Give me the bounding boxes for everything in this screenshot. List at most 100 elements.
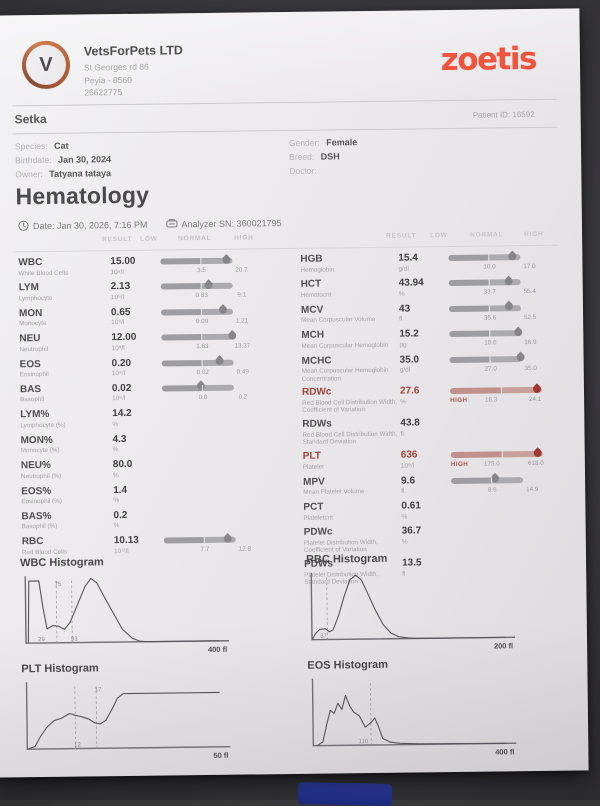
- param-desc: Mean Corpuscular Volume: [301, 316, 397, 325]
- range-high: 0.49: [230, 368, 256, 375]
- range-bar: 0.02 0.49: [162, 356, 278, 378]
- range-high: 24.1: [522, 396, 548, 403]
- table-row: MCH Mean Corpuscular Hemoglobin 15.2 pg …: [301, 327, 563, 351]
- param-code: RDWs: [302, 418, 398, 430]
- detail-label: Species:: [15, 141, 48, 151]
- range-labels: 33.7 55.4: [449, 288, 563, 298]
- param-unit: %: [402, 538, 442, 545]
- table-row: RDWc Red Blood Cell Distribution Width, …: [302, 384, 564, 415]
- param-name-cell: EOS Eosinophil: [20, 358, 110, 379]
- param-result-cell: 27.6 %: [400, 386, 440, 406]
- param-desc: Eosinophil (%): [21, 497, 111, 506]
- histogram-title: WBC Histogram: [20, 554, 290, 569]
- param-result: 2.13: [111, 281, 151, 292]
- range-bar-track: [451, 451, 543, 458]
- param-unit: 10⁹/l: [112, 395, 152, 402]
- table-row: MCV Mean Corpuscular Volume 43 fl 35.6 5…: [301, 301, 563, 325]
- param-result-cell: 43.8 fl: [400, 417, 440, 437]
- range-low: 0.83: [191, 292, 213, 299]
- results-column-left: WBC White Blood Cells 15.00 10⁹/l 3.5 20…: [18, 254, 284, 562]
- svg-text:110: 110: [359, 739, 369, 745]
- patient-detail: Doctor:: [289, 165, 357, 180]
- range-high: 20.7: [228, 266, 254, 273]
- range-bar-track: [450, 356, 522, 363]
- range-labels: 35.6 52.5: [449, 313, 563, 323]
- param-code: BAS: [20, 383, 110, 395]
- param-unit: pg: [399, 341, 439, 348]
- param-code: BAS%: [21, 510, 111, 522]
- param-result: 0.61: [401, 500, 441, 511]
- range-bar-track: [448, 254, 520, 261]
- param-code: LYM%: [20, 409, 110, 421]
- param-desc: Monocyte (%): [21, 446, 111, 455]
- table-row: LYM Lymphocyte 2.13 10⁹/l 0.83 9.1: [19, 279, 281, 303]
- value-marker-icon: [203, 279, 214, 290]
- param-result: 43.8: [400, 417, 440, 428]
- patient-detail: Birthdate: Jan 30, 2024: [15, 154, 111, 169]
- param-result: 15.00: [110, 256, 150, 267]
- range-bar-track: [450, 387, 542, 394]
- range-labels: 0.09 1.21: [161, 317, 277, 327]
- table-row: BAS Basophil 0.02 10⁹/l 0.0 0.2: [20, 381, 282, 405]
- param-name-cell: MON% Monocyte (%): [20, 434, 110, 455]
- range-bar: 8.6 14.9: [451, 473, 565, 495]
- detail-label: Birthdate:: [15, 155, 52, 165]
- range-bar: 0.83 9.1: [161, 280, 277, 302]
- table-row: WBC White Blood Cells 15.00 10⁹/l 3.5 20…: [18, 254, 280, 278]
- range-labels: 10.0 16.9: [449, 339, 563, 349]
- param-result-cell: 35.0 g/dl: [400, 354, 440, 374]
- param-unit: 10⁹/l: [401, 462, 441, 469]
- param-result: 12.00: [111, 332, 151, 343]
- range-labels: 0.0 0.2: [162, 393, 278, 403]
- table-row: MCHC Mean Corpuscular Hemoglobin Concent…: [302, 352, 564, 383]
- range-labels: 8.6 14.9: [451, 485, 565, 495]
- param-result-cell: 43.94 %: [399, 278, 439, 298]
- param-result: 43: [399, 303, 439, 314]
- param-code: HCT: [301, 278, 397, 290]
- param-name-cell: HCT Hematocrit: [301, 278, 397, 299]
- param-unit: %: [113, 446, 153, 453]
- value-marker-icon: [218, 304, 229, 315]
- param-result-cell: 9.6 fl: [401, 475, 441, 495]
- param-result: 0.2: [113, 510, 153, 521]
- range-low: 1.63: [191, 343, 213, 350]
- table-row: MON Monocyte 0.65 10⁹/l 0.09 1.21: [19, 305, 281, 329]
- analyzer-icon: [165, 218, 177, 229]
- param-desc: Neutrophil: [19, 345, 109, 354]
- range-labels: 1.63 13.37: [161, 342, 277, 352]
- value-marker-icon: [489, 473, 500, 484]
- range-bar-track: [162, 385, 234, 392]
- param-unit: fl: [401, 487, 441, 494]
- range-bar: 10.0 17.0: [448, 251, 562, 273]
- patient-details-left: Species: Cat Birthdate: Jan 30, 2024 Own…: [15, 140, 111, 183]
- param-code: WBC: [18, 256, 108, 268]
- patient-detail: Species: Cat: [15, 140, 111, 155]
- param-unit: 10¹²/l: [114, 547, 154, 554]
- range-high: 13.37: [229, 343, 255, 350]
- param-result-cell: 15.2 pg: [399, 328, 439, 348]
- svg-text:93: 93: [71, 637, 78, 643]
- range-labels: 27.0 35.0: [450, 364, 564, 374]
- range-low: 175.0: [481, 461, 503, 468]
- range-low: 0.02: [192, 368, 214, 375]
- param-unit: fl: [400, 430, 440, 437]
- range-high: 16.9: [517, 339, 543, 346]
- table-row: MON% Monocyte (%) 4.3 %: [20, 432, 282, 456]
- param-desc: Mean Corpuscular Hemoglobin Concentratio…: [302, 367, 398, 383]
- table-row: LYM% Lymphocyte (%) 14.2 %: [20, 406, 282, 430]
- svg-text:75: 75: [55, 582, 62, 588]
- range-low: 27.0: [480, 365, 502, 372]
- param-result-cell: 14.2 %: [112, 408, 152, 428]
- range-low: 18.3: [480, 397, 502, 404]
- param-name-cell: MCHC Mean Corpuscular Hemoglobin Concent…: [302, 354, 398, 383]
- range-low: 10.0: [479, 340, 501, 347]
- param-result-cell: 0.02 10⁹/l: [112, 383, 152, 403]
- value-marker-icon: [503, 301, 514, 312]
- detail-value: Cat: [54, 141, 69, 151]
